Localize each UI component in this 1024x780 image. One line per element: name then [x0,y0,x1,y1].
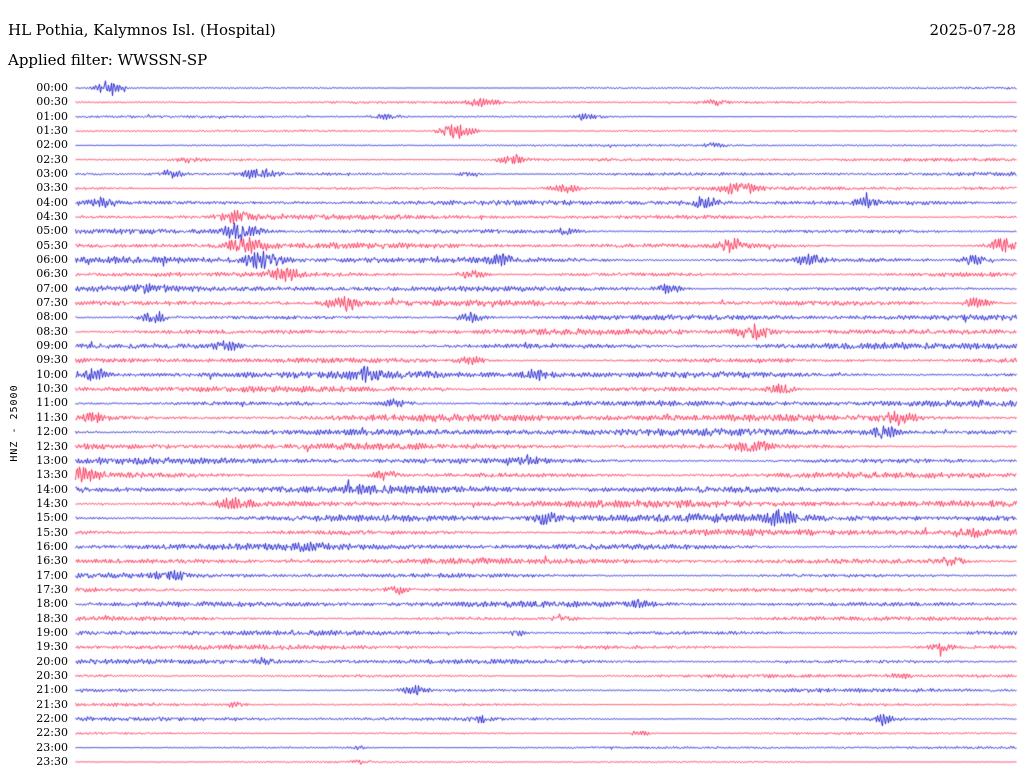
time-label: 18:00 [36,597,68,611]
time-label: 20:00 [36,654,68,668]
time-label: 23:00 [36,740,68,754]
time-label: 07:00 [36,281,68,295]
time-label: 01:00 [36,109,68,123]
time-label: 16:30 [36,554,68,568]
time-label: 03:00 [36,167,68,181]
time-label: 14:00 [36,482,68,496]
time-label: 23:30 [36,754,68,768]
time-label: 17:30 [36,582,68,596]
time-label: 16:00 [36,539,68,553]
time-label: 19:00 [36,625,68,639]
time-label: 00:30 [36,95,68,109]
time-label: 05:00 [36,224,68,238]
time-label: 06:30 [36,267,68,281]
time-label: 08:00 [36,310,68,324]
time-label: 19:30 [36,640,68,654]
time-label: 22:00 [36,711,68,725]
time-label: 06:00 [36,253,68,267]
time-label: 12:00 [36,425,68,439]
time-label: 07:30 [36,296,68,310]
time-label: 09:30 [36,353,68,367]
time-label: 13:00 [36,453,68,467]
time-label: 03:30 [36,181,68,195]
time-label: 20:30 [36,668,68,682]
time-label: 14:30 [36,496,68,510]
time-label: 10:30 [36,382,68,396]
time-label: 04:00 [36,195,68,209]
time-label: 00:00 [36,81,68,94]
time-label: 11:30 [36,410,68,424]
time-label: 10:00 [36,367,68,381]
time-label: 12:30 [36,439,68,453]
time-label: 02:00 [36,138,68,152]
time-label: 13:30 [36,468,68,482]
time-label: 05:30 [36,238,68,252]
time-label: 18:30 [36,611,68,625]
time-label: 02:30 [36,152,68,166]
time-label: 15:00 [36,511,68,525]
time-label: 11:00 [36,396,68,410]
time-label: 04:30 [36,210,68,224]
time-label: 09:00 [36,339,68,353]
time-label: 17:00 [36,568,68,582]
time-label: 08:30 [36,324,68,338]
time-label: 22:30 [36,726,68,740]
time-label: 15:30 [36,525,68,539]
time-label: 21:30 [36,697,68,711]
time-label: 21:00 [36,683,68,697]
time-label: 01:30 [36,124,68,138]
